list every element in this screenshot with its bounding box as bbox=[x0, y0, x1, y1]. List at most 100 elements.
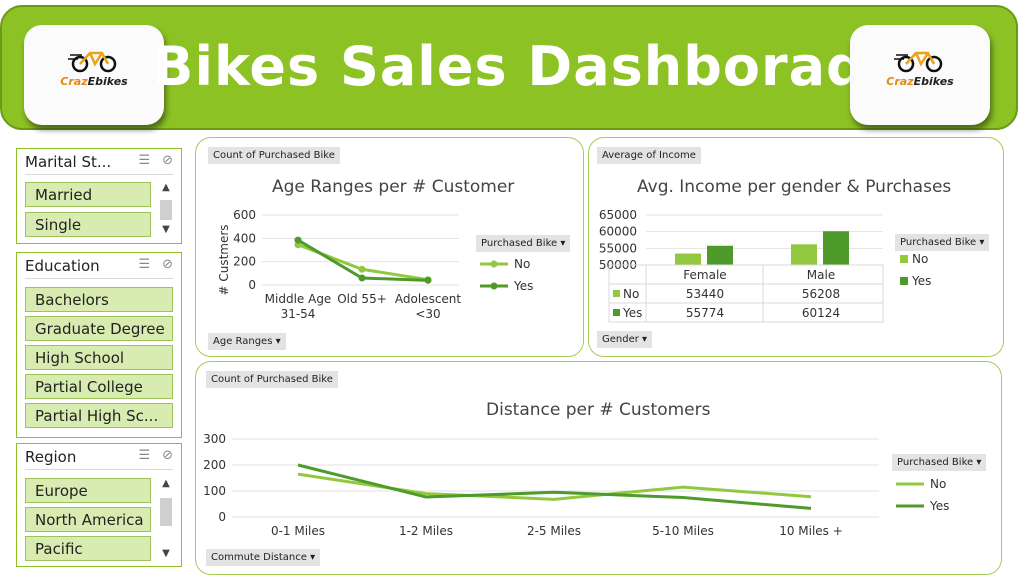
legend-label: No bbox=[514, 257, 530, 271]
logo-right: CrazEbikes bbox=[850, 25, 990, 125]
y-axis-label: # Custmers bbox=[217, 224, 231, 295]
logo-brand-text: CrazEbikes bbox=[60, 75, 128, 88]
table-legend-swatch bbox=[613, 290, 620, 297]
slicer-item-single[interactable]: Single bbox=[25, 212, 151, 237]
slicer-marital-status: Marital St... ☰ ⊘ Married Single ▲ ▼ bbox=[16, 148, 182, 244]
page-title: Bikes Sales Dashborad bbox=[152, 35, 866, 98]
y-tick-label: 100 bbox=[203, 484, 226, 498]
legend-field-button[interactable]: Purchased Bike ▾ bbox=[476, 235, 571, 252]
series-line-yes bbox=[297, 463, 812, 510]
y-tick-label: 55000 bbox=[599, 241, 637, 255]
slicer-item-high-school[interactable]: High School bbox=[25, 345, 173, 370]
scroll-thumb[interactable] bbox=[160, 498, 172, 526]
slicer-item-bachelors[interactable]: Bachelors bbox=[25, 287, 173, 312]
scroll-up-icon[interactable]: ▲ bbox=[162, 478, 170, 489]
multi-select-icon[interactable]: ☰ bbox=[138, 257, 151, 272]
slicer-title: Education bbox=[25, 257, 100, 275]
income-chart-panel: Average of Income Avg. Income per gender… bbox=[588, 137, 1004, 357]
bar-no bbox=[791, 244, 817, 265]
legend-field-button[interactable]: Purchased Bike ▾ bbox=[895, 234, 990, 251]
legend-marker bbox=[490, 260, 498, 268]
slicer-item-europe[interactable]: Europe bbox=[25, 478, 151, 503]
x-tick-label: 0-1 Miles bbox=[271, 524, 325, 538]
value-field-button[interactable]: Count of Purchased Bike bbox=[208, 147, 340, 164]
slicer-item-married[interactable]: Married bbox=[25, 182, 151, 207]
legend-label: No bbox=[912, 252, 928, 266]
x-tick-label: Middle Age bbox=[265, 292, 332, 306]
table-cell: 56208 bbox=[802, 287, 840, 301]
multi-select-icon[interactable]: ☰ bbox=[138, 153, 151, 168]
clear-filter-icon[interactable]: ⊘ bbox=[162, 448, 173, 463]
legend-label: Yes bbox=[513, 279, 533, 293]
table-row-label: No bbox=[623, 287, 639, 301]
y-tick-label: 0 bbox=[218, 510, 226, 524]
axis-field-button[interactable]: Gender ▾ bbox=[597, 331, 653, 348]
slicer-item-partial-high-school[interactable]: Partial High Sc... bbox=[25, 403, 173, 428]
scroll-down-icon[interactable]: ▼ bbox=[162, 548, 170, 559]
x-tick-label: 31-54 bbox=[281, 307, 316, 321]
category-label: Female bbox=[683, 268, 726, 282]
slicer-scrollbar[interactable]: ▲ ▼ bbox=[158, 182, 174, 238]
distance-chart-panel: Count of Purchased Bike Distance per # C… bbox=[195, 361, 1002, 575]
x-tick-label: <30 bbox=[415, 307, 440, 321]
series-line-no bbox=[297, 472, 812, 501]
chart-title: Avg. Income per gender & Purchases bbox=[637, 177, 952, 197]
y-tick-label: 200 bbox=[203, 458, 226, 472]
legend-marker bbox=[490, 282, 498, 290]
clear-filter-icon[interactable]: ⊘ bbox=[162, 153, 173, 168]
x-tick-label: 10 Miles + bbox=[779, 524, 843, 538]
bar-yes bbox=[823, 231, 849, 265]
age-chart-panel: Count of Purchased Bike Age Ranges per #… bbox=[195, 137, 584, 357]
y-tick-label: 200 bbox=[233, 255, 256, 269]
slicer-region: Region ☰ ⊘ Europe North America Pacific ▲… bbox=[16, 443, 182, 567]
scroll-down-icon[interactable]: ▼ bbox=[162, 224, 170, 235]
x-tick-label: Old 55+ bbox=[337, 292, 387, 306]
data-point bbox=[294, 236, 302, 244]
x-tick-label: Adolescent bbox=[395, 292, 462, 306]
slicer-item-graduate-degree[interactable]: Graduate Degree bbox=[25, 316, 173, 341]
data-table-border bbox=[608, 264, 884, 323]
slicer-item-partial-college[interactable]: Partial College bbox=[25, 374, 173, 399]
table-cell: 53440 bbox=[686, 287, 724, 301]
y-tick-label: 400 bbox=[233, 231, 256, 245]
data-point bbox=[424, 276, 432, 284]
table-legend-swatch bbox=[613, 309, 620, 316]
slicer-scrollbar[interactable]: ▲ ▼ bbox=[158, 478, 174, 562]
x-tick-label: 1-2 Miles bbox=[399, 524, 453, 538]
legend-label: Yes bbox=[929, 499, 949, 513]
table-cell: 60124 bbox=[802, 306, 840, 320]
legend-label: No bbox=[930, 477, 946, 491]
chart-title: Age Ranges per # Customer bbox=[272, 177, 515, 197]
bar-no bbox=[675, 253, 701, 265]
multi-select-icon[interactable]: ☰ bbox=[138, 448, 151, 463]
slicer-item-pacific[interactable]: Pacific bbox=[25, 536, 151, 561]
axis-field-button[interactable]: Commute Distance ▾ bbox=[206, 549, 321, 566]
y-tick-label: 60000 bbox=[599, 225, 637, 239]
x-tick-label: 2-5 Miles bbox=[527, 524, 581, 538]
distance-chart: 0 100 200 300 0-1 Miles 1-2 Miles 2-5 Miles 5-1… bbox=[203, 432, 949, 538]
value-field-button[interactable]: Count of Purchased Bike bbox=[206, 371, 338, 388]
y-tick-label: 300 bbox=[203, 432, 226, 446]
scroll-up-icon[interactable]: ▲ bbox=[162, 182, 170, 193]
data-point bbox=[358, 265, 366, 273]
legend-swatch bbox=[900, 255, 908, 263]
slicer-item-north-america[interactable]: North America bbox=[25, 507, 151, 532]
clear-filter-icon[interactable]: ⊘ bbox=[162, 257, 173, 272]
slicer-title: Marital St... bbox=[25, 153, 112, 171]
y-tick-label: 65000 bbox=[599, 208, 637, 222]
bike-logo-icon bbox=[894, 51, 943, 73]
header-banner: CrazEbikes Bikes Sales Dashborad CrazEbi… bbox=[0, 5, 1018, 130]
legend-field-button[interactable]: Purchased Bike ▾ bbox=[892, 454, 987, 471]
logo-brand-text: CrazEbikes bbox=[886, 75, 954, 88]
series-line-yes bbox=[297, 238, 429, 282]
legend-label: Yes bbox=[911, 274, 931, 288]
scroll-thumb[interactable] bbox=[160, 200, 172, 220]
legend-swatch bbox=[900, 277, 908, 285]
slicer-education: Education ☰ ⊘ Bachelors Graduate Degree H… bbox=[16, 252, 182, 438]
axis-field-button[interactable]: Age Ranges ▾ bbox=[208, 333, 286, 350]
value-field-button[interactable]: Average of Income bbox=[597, 147, 701, 164]
table-cell: 55774 bbox=[686, 306, 724, 320]
y-tick-label: 0 bbox=[248, 278, 256, 292]
